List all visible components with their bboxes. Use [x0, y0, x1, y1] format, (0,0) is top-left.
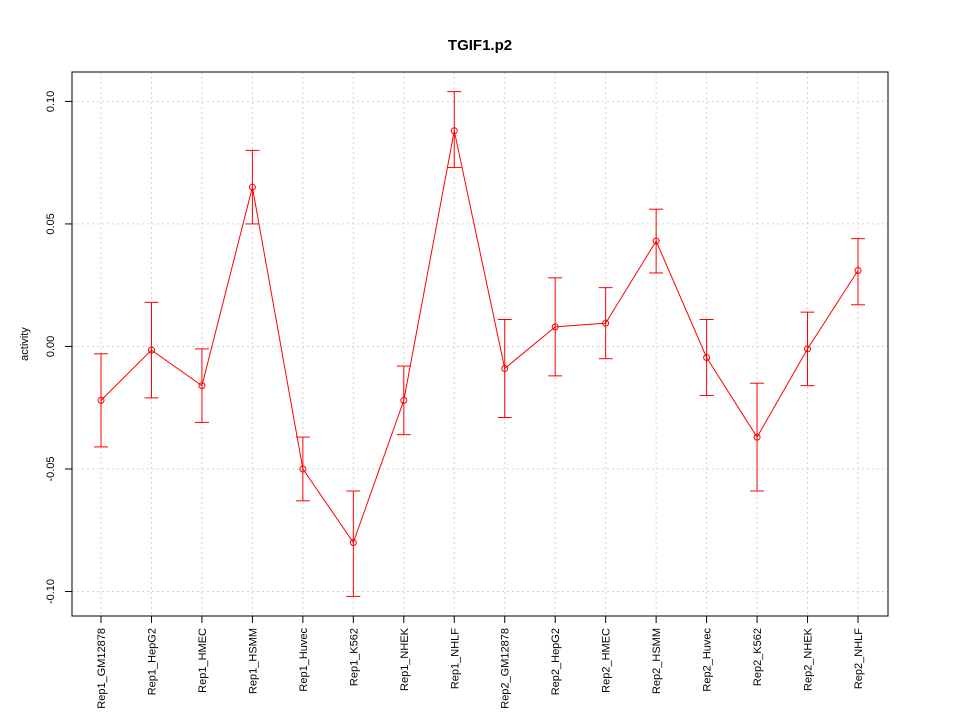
data-point: [147, 346, 155, 354]
y-axis: -0.10 -0.05 0.00 0.05 0.10: [45, 91, 72, 604]
y-tick-label: 0.10: [45, 91, 57, 112]
x-tick-label: Rep1_HMEC: [197, 628, 209, 693]
data-point: [400, 396, 408, 404]
data-point: [248, 183, 256, 191]
data-point: [450, 127, 458, 135]
data-point: [652, 237, 660, 245]
y-tick-label: -0.10: [45, 579, 57, 604]
x-tick-label: Rep2_NHLF: [853, 628, 865, 689]
x-tick-label: Rep2_GM12878: [500, 628, 512, 709]
data-point: [703, 353, 711, 361]
data-point: [753, 433, 761, 441]
data-point: [602, 319, 610, 327]
x-tick-label: Rep2_HMEC: [601, 628, 613, 693]
data-point: [349, 538, 357, 546]
data-point: [299, 465, 307, 473]
chart-title: TGIF1.p2: [448, 37, 512, 54]
x-tick-label: Rep1_HSMM: [247, 628, 259, 694]
data-point: [551, 323, 559, 331]
y-tick-label: 0.05: [45, 213, 57, 234]
x-tick-label: Rep1_Huvec: [298, 628, 310, 692]
x-tick-label: Rep2_NHEK: [803, 627, 815, 691]
series-line: [100, 130, 859, 544]
y-axis-label: activity: [19, 327, 31, 361]
plot-frame: [71, 71, 889, 617]
data-point: [198, 382, 206, 390]
x-tick-label: Rep1_NHEK: [399, 627, 411, 691]
data-point: [97, 396, 105, 404]
x-tick-label: Rep2_HepG2: [550, 628, 562, 695]
y-tick-label: 0.00: [45, 336, 57, 357]
x-tick-label: Rep2_Huvec: [702, 628, 714, 692]
data-point: [804, 345, 812, 353]
y-tick-label: -0.05: [45, 456, 57, 481]
data-point: [501, 365, 509, 373]
x-tick-label: Rep1_NHLF: [449, 628, 461, 689]
data-point: [854, 266, 862, 274]
x-tick-label: Rep2_HSMM: [651, 628, 663, 694]
series-activity: [94, 91, 865, 597]
grid-lines: [72, 72, 888, 616]
x-axis: Rep1_GM12878 Rep1_HepG2 Rep1_HMEC Rep1_HSMM…: [96, 616, 865, 709]
x-tick-label: Rep2_K562: [752, 628, 764, 686]
x-tick-label: Rep1_HepG2: [146, 628, 158, 695]
x-tick-label: Rep1_K562: [348, 628, 360, 686]
x-tick-label: Rep1_GM12878: [96, 628, 108, 709]
